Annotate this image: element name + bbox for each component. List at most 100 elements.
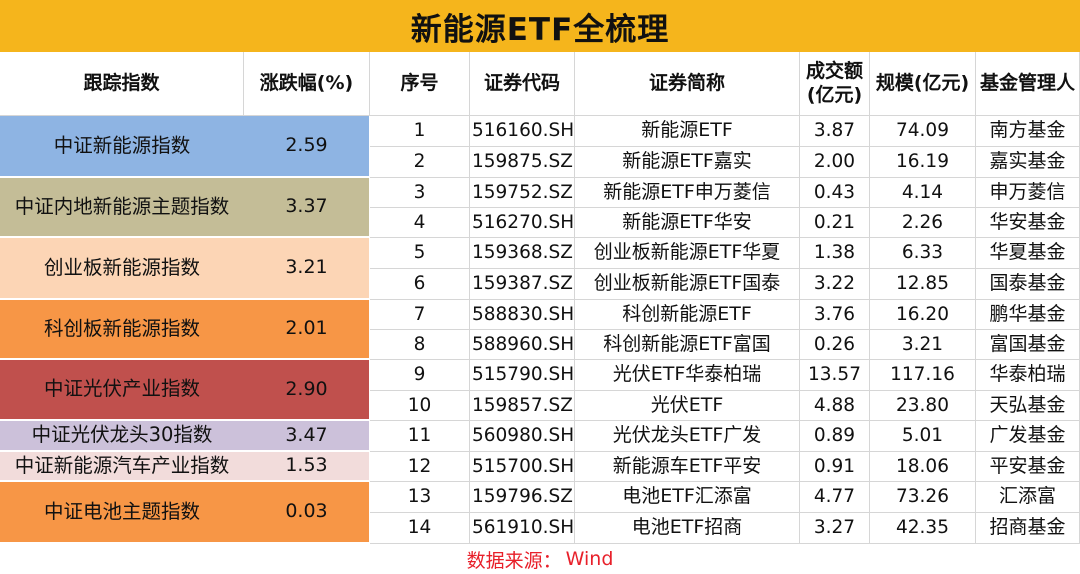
index-change: 2.59: [244, 116, 370, 178]
row-code: 159752.SZ: [470, 178, 575, 208]
index-name: 中证电池主题指数: [0, 482, 244, 544]
index-name: 中证内地新能源主题指数: [0, 178, 244, 238]
row-scale: 74.09: [870, 116, 976, 147]
row-name: 新能源ETF: [575, 116, 800, 147]
row-manager: 华安基金: [976, 208, 1080, 238]
row-manager: 天弘基金: [976, 391, 1080, 421]
row-name: 电池ETF招商: [575, 513, 800, 544]
row-name: 创业板新能源ETF国泰: [575, 269, 800, 300]
row-seq: 7: [370, 300, 470, 330]
row-turnover: 0.43: [800, 178, 870, 208]
row-turnover: 3.87: [800, 116, 870, 147]
row-name: 光伏ETF华泰柏瑞: [575, 360, 800, 391]
row-scale: 18.06: [870, 452, 976, 482]
row-code: 159368.SZ: [470, 238, 575, 269]
row-name: 新能源ETF嘉实: [575, 147, 800, 178]
row-code: 159387.SZ: [470, 269, 575, 300]
row-code: 516270.SH: [470, 208, 575, 238]
row-scale: 5.01: [870, 421, 976, 452]
row-seq: 13: [370, 482, 470, 513]
row-seq: 14: [370, 513, 470, 544]
row-code: 561910.SH: [470, 513, 575, 544]
row-manager: 申万菱信: [976, 178, 1080, 208]
row-turnover: 13.57: [800, 360, 870, 391]
etf-table: 跟踪指数 涨跌幅(%) 序号 证券代码 证券简称 成交额(亿元) 规模(亿元) 基金管理人中证…: [0, 52, 1080, 544]
row-scale: 117.16: [870, 360, 976, 391]
index-change: 3.47: [244, 421, 370, 452]
header-name: 证券简称: [575, 52, 800, 116]
row-manager: 招商基金: [976, 513, 1080, 544]
row-name: 电池ETF汇添富: [575, 482, 800, 513]
row-scale: 3.21: [870, 330, 976, 360]
row-manager: 华泰柏瑞: [976, 360, 1080, 391]
row-name: 新能源ETF申万菱信: [575, 178, 800, 208]
index-name: 中证光伏龙头30指数: [0, 421, 244, 452]
page-title: 新能源ETF全梳理: [0, 0, 1080, 52]
row-scale: 12.85: [870, 269, 976, 300]
source-value: Wind: [565, 548, 614, 570]
row-turnover: 0.89: [800, 421, 870, 452]
header-change: 涨跌幅(%): [244, 52, 370, 116]
row-manager: 南方基金: [976, 116, 1080, 147]
header-scale: 规模(亿元): [870, 52, 976, 116]
row-name: 科创新能源ETF: [575, 300, 800, 330]
index-name: 中证新能源汽车产业指数: [0, 452, 244, 482]
row-turnover: 2.00: [800, 147, 870, 178]
index-change: 3.37: [244, 178, 370, 238]
row-turnover: 1.38: [800, 238, 870, 269]
header-seq: 序号: [370, 52, 470, 116]
row-code: 159796.SZ: [470, 482, 575, 513]
index-change: 0.03: [244, 482, 370, 544]
row-code: 588960.SH: [470, 330, 575, 360]
row-turnover: 3.22: [800, 269, 870, 300]
row-scale: 23.80: [870, 391, 976, 421]
row-turnover: 4.88: [800, 391, 870, 421]
row-turnover: 4.77: [800, 482, 870, 513]
row-manager: 富国基金: [976, 330, 1080, 360]
row-manager: 国泰基金: [976, 269, 1080, 300]
row-code: 516160.SH: [470, 116, 575, 147]
row-code: 560980.SH: [470, 421, 575, 452]
index-name: 中证新能源指数: [0, 116, 244, 178]
index-change: 1.53: [244, 452, 370, 482]
row-name: 创业板新能源ETF华夏: [575, 238, 800, 269]
header-index: 跟踪指数: [0, 52, 244, 116]
row-name: 新能源车ETF平安: [575, 452, 800, 482]
row-name: 科创新能源ETF富国: [575, 330, 800, 360]
row-code: 515790.SH: [470, 360, 575, 391]
index-change: 3.21: [244, 238, 370, 300]
row-name: 新能源ETF华安: [575, 208, 800, 238]
row-turnover: 3.76: [800, 300, 870, 330]
data-source: 数据来源： Wind: [0, 544, 1080, 574]
header-code: 证券代码: [470, 52, 575, 116]
index-name: 中证光伏产业指数: [0, 360, 244, 421]
row-seq: 11: [370, 421, 470, 452]
row-seq: 12: [370, 452, 470, 482]
index-name: 创业板新能源指数: [0, 238, 244, 300]
header-manager: 基金管理人: [976, 52, 1080, 116]
row-scale: 6.33: [870, 238, 976, 269]
row-manager: 华夏基金: [976, 238, 1080, 269]
row-scale: 16.20: [870, 300, 976, 330]
row-seq: 5: [370, 238, 470, 269]
row-code: 515700.SH: [470, 452, 575, 482]
row-manager: 平安基金: [976, 452, 1080, 482]
row-seq: 10: [370, 391, 470, 421]
row-code: 159875.SZ: [470, 147, 575, 178]
row-code: 159857.SZ: [470, 391, 575, 421]
row-turnover: 0.21: [800, 208, 870, 238]
header-turnover: 成交额(亿元): [800, 52, 870, 116]
index-change: 2.90: [244, 360, 370, 421]
row-turnover: 3.27: [800, 513, 870, 544]
row-seq: 3: [370, 178, 470, 208]
row-seq: 6: [370, 269, 470, 300]
row-scale: 73.26: [870, 482, 976, 513]
row-scale: 42.35: [870, 513, 976, 544]
row-seq: 4: [370, 208, 470, 238]
source-label: 数据来源：: [466, 549, 562, 572]
index-name: 科创板新能源指数: [0, 300, 244, 360]
row-manager: 鹏华基金: [976, 300, 1080, 330]
row-manager: 汇添富: [976, 482, 1080, 513]
row-manager: 广发基金: [976, 421, 1080, 452]
row-code: 588830.SH: [470, 300, 575, 330]
